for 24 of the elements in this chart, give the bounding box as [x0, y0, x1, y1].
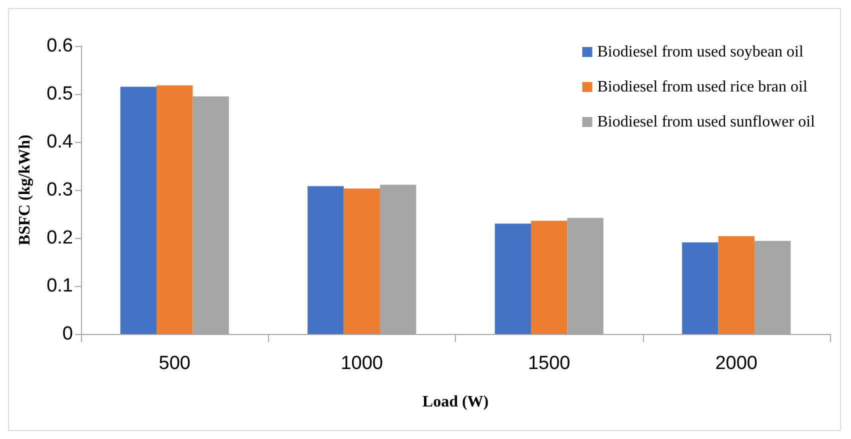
x-tick-label: 1500	[528, 353, 570, 374]
y-tick-label: 0	[62, 324, 73, 344]
y-axis-title: BSFC (kg/kWh)	[16, 134, 34, 246]
bar	[120, 86, 157, 334]
y-tick-label: 0.6	[46, 36, 73, 56]
x-tick-label: 500	[158, 353, 190, 374]
y-tick-label: 0.4	[46, 132, 74, 152]
bar	[718, 236, 754, 334]
bar	[531, 220, 568, 334]
legend-label: Biodiesel from used soybean oil	[597, 44, 804, 60]
y-tick-label: 0.1	[46, 276, 73, 296]
y-tick-label: 0.2	[46, 228, 73, 248]
legend-label: Biodiesel from used sunflower oil	[597, 114, 816, 130]
bar	[156, 85, 193, 334]
bar	[682, 242, 718, 334]
x-tick-label: 2000	[715, 353, 758, 374]
bar	[308, 186, 344, 334]
legend-label: Biodiesel from used rice bran oil	[597, 78, 808, 96]
bar	[494, 224, 532, 334]
x-tick-label: 1000	[340, 353, 384, 374]
y-tick-label: 0.3	[46, 180, 73, 200]
x-axis-title: Load (W)	[422, 394, 489, 410]
bar	[344, 188, 380, 334]
y-tick-label: 0.5	[46, 84, 73, 104]
